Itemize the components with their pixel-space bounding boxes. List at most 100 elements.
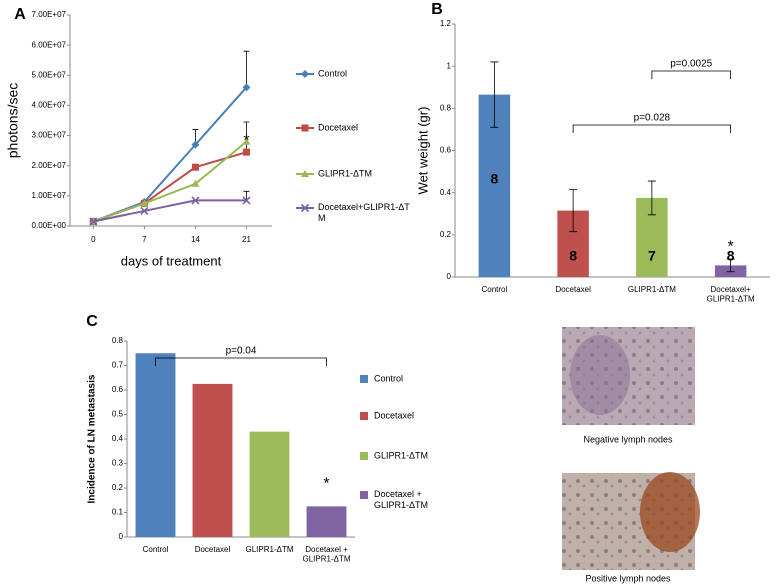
legend-swatch (360, 375, 368, 383)
panel-label: A (14, 6, 26, 23)
legend-swatch (360, 452, 368, 460)
n-label: 8 (569, 248, 577, 264)
y-tick-label: 0.6 (440, 146, 452, 155)
y-tick-label: 0.2 (112, 483, 124, 492)
x-axis-label: days of treatment (121, 253, 222, 268)
n-label: 8 (490, 170, 498, 186)
x-tick-label: Docetaxel (555, 285, 591, 294)
x-tick-label: Control (143, 545, 169, 554)
annotation: * (728, 238, 734, 255)
error-bar (243, 50, 250, 88)
y-tick-label: 0.4 (112, 434, 124, 443)
marker (140, 199, 149, 207)
x-tick-label: GLIPR1-ΔTM (628, 285, 676, 294)
legend-label: Docetaxel (374, 410, 414, 420)
y-tick-label: 0.00E+00 (32, 221, 67, 230)
p-value: p=0.04 (226, 346, 257, 357)
y-tick-label: 0.6 (112, 385, 124, 394)
bar (249, 431, 290, 537)
bracket (155, 357, 327, 366)
error-bar (726, 258, 735, 273)
marker (89, 217, 98, 226)
x-tick-label: 7 (142, 235, 147, 244)
marker (191, 140, 200, 149)
error-bar (569, 189, 578, 233)
legend-label: GLIPR1-ΔTM (374, 450, 428, 460)
y-tick-label: 0.1 (112, 508, 124, 517)
x-tick-label: 21 (242, 235, 251, 244)
error-bar (243, 190, 250, 201)
panel-label: C (86, 313, 98, 330)
x-tick-label: 14 (191, 235, 200, 244)
image-detail (640, 472, 700, 552)
y-axis-label: Wet weight (gr) (415, 107, 430, 195)
marker (242, 196, 251, 205)
marker (191, 163, 199, 171)
legend-label: Docetaxel+GLIPR1-ΔT M (318, 202, 410, 223)
y-tick-label: 0 (119, 532, 124, 541)
error-bar (647, 180, 656, 216)
legend-swatch (360, 491, 368, 499)
series-line (93, 151, 247, 223)
bar (306, 506, 347, 537)
y-tick-label: 1 (447, 61, 452, 70)
image-detail (570, 335, 630, 415)
marker (242, 83, 251, 92)
y-axis-label: Incidence of LN metastasis (87, 374, 98, 503)
marker (301, 170, 309, 177)
x-tick-label: Docetaxel + GLIPR1-ΔTM (302, 545, 350, 564)
y-tick-label: 5.00E+07 (32, 70, 67, 79)
legend-label: Control (374, 373, 403, 383)
y-tick-label: 0.3 (112, 459, 124, 468)
marker (242, 137, 251, 145)
y-tick-label: 7.00E+07 (32, 10, 67, 19)
y-axis-label: photons/sec (5, 83, 21, 159)
y-tick-label: 1.2 (440, 19, 452, 28)
y-tick-label: 0.2 (440, 230, 452, 239)
bracket (651, 70, 732, 79)
y-tick-label: 2.00E+07 (32, 161, 67, 170)
legend-label: Docetaxel + GLIPR1-ΔTM (374, 489, 428, 510)
legend-swatch (360, 412, 368, 420)
p-value: p=0.0025 (670, 59, 712, 70)
error-bar (243, 121, 250, 153)
legend-label: GLIPR1-ΔTM (318, 168, 372, 178)
n-label: 7 (648, 248, 656, 264)
series-line (93, 140, 248, 223)
y-tick-label: 0.4 (440, 188, 452, 197)
marker (301, 124, 309, 132)
x-tick-label: Docetaxel (195, 545, 231, 554)
marker (140, 206, 149, 215)
bracket (572, 124, 732, 133)
marker (191, 179, 200, 187)
legend-label: Docetaxel (318, 122, 358, 132)
x-tick-label: GLIPR1-ΔTM (245, 545, 293, 554)
marker (300, 203, 310, 213)
error-bar (490, 61, 499, 128)
panel-label: B (431, 1, 443, 18)
x-tick-label: 0 (91, 235, 96, 244)
bar (192, 383, 233, 537)
annotation: * (323, 476, 329, 493)
y-tick-label: 6.00E+07 (32, 40, 67, 49)
x-tick-label: Docetaxel+ GLIPR1-ΔTM (707, 285, 755, 304)
y-tick-label: 0 (447, 272, 452, 281)
marker (191, 196, 200, 205)
x-tick-label: Control (481, 285, 507, 294)
y-tick-label: 0.8 (440, 103, 452, 112)
legend-label: Control (318, 68, 347, 78)
marker (242, 148, 250, 156)
series-line (93, 199, 247, 223)
y-tick-label: 0.8 (112, 336, 124, 345)
y-tick-label: 1.00E+07 (32, 191, 67, 200)
p-value: p=0.028 (634, 113, 671, 124)
marker (301, 70, 309, 78)
y-tick-label: 0.7 (112, 361, 124, 370)
y-tick-label: 4.00E+07 (32, 101, 67, 110)
y-tick-label: 3.00E+07 (32, 131, 67, 140)
image-caption: Negative lymph nodes (583, 434, 673, 444)
annotation: * (243, 133, 249, 150)
image-caption: Positive lymph nodes (585, 573, 671, 583)
n-label: 8 (727, 248, 735, 264)
